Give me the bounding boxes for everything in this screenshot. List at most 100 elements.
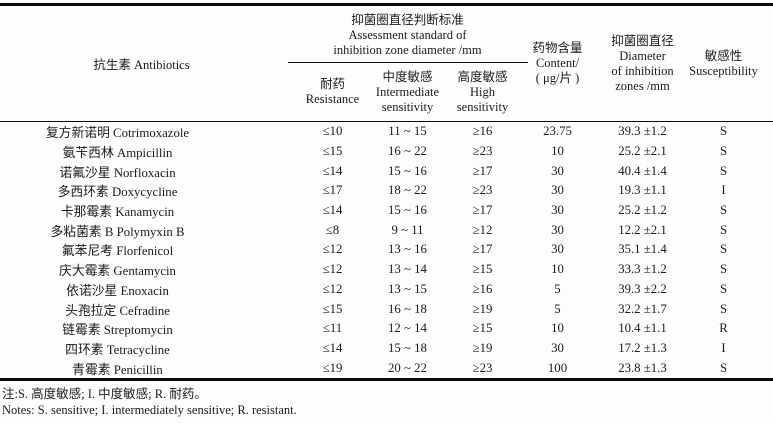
table-row: 庆大霉素 Gentamycin ≤12 13 ~ 14 ≥15 10 33.3 ±1.2 S — [0, 260, 773, 280]
header-content-en-line1: Content/ — [535, 56, 580, 70]
header-high-en-line1: High — [470, 84, 495, 99]
table-notes: 注:S. 高度敏感; I. 中度敏感; R. 耐药。 Notes: S. sen… — [2, 386, 773, 418]
cell-intermediate: 15 ~ 16 — [388, 163, 427, 178]
cell-intermediate: 15 ~ 18 — [388, 340, 427, 355]
cell-resistance: ≤14 — [322, 340, 343, 355]
cell-name: 四环素 Tetracycline — [65, 342, 170, 357]
header-content: 药物含量 Content/ ( μg/片 ) — [520, 6, 595, 121]
cell-susceptibility: S — [719, 301, 728, 316]
cell-diameter: 25.2 ±1.2 — [618, 203, 667, 218]
cell-resistance: ≤10 — [322, 124, 343, 139]
group-title-en-line1: Assessment standard of — [348, 28, 467, 42]
cell-diameter: 12.2 ±2.1 — [618, 222, 667, 237]
cell-intermediate: 15 ~ 16 — [388, 203, 427, 218]
header-content-cn: 药物含量 — [532, 41, 583, 55]
cell-content: 10 — [551, 144, 564, 159]
cell-content: 10 — [551, 321, 564, 336]
header-inhibition-zone-diameter: 抑菌圈直径 Diameter of inhibition zones /mm — [595, 6, 690, 121]
header-intermediate-en-line1: Intermediate — [375, 84, 440, 99]
cell-intermediate: 13 ~ 16 — [388, 242, 427, 257]
cell-susceptibility: S — [719, 163, 728, 178]
table-header: 抗生素 Antibiotics 抑菌圈直径判断标准 Assessment sta… — [0, 6, 773, 122]
header-resistance: 耐药 Resistance — [295, 63, 370, 121]
group-title: 抑菌圈直径判断标准 Assessment standard of inhibit… — [295, 6, 520, 58]
cell-high: ≥15 — [472, 262, 493, 277]
table-row: 四环素 Tetracycline ≤14 15 ~ 18 ≥19 30 17.2 ±1.3… — [0, 339, 773, 359]
cell-content: 30 — [551, 340, 564, 355]
cell-diameter: 25.2 ±2.1 — [618, 144, 667, 159]
cell-content: 30 — [551, 183, 564, 198]
table-body: 复方新诺明 Cotrimoxazole ≤10 11 ~ 15 ≥16 23.75 39.… — [0, 122, 773, 381]
table-row: 诺氟沙星 Norfloxacin ≤14 15 ~ 16 ≥17 30 40.4 ±1.4… — [0, 161, 773, 181]
cell-name: 青霉素 Penicillin — [72, 362, 163, 377]
cell-diameter: 33.3 ±1.2 — [618, 262, 667, 277]
header-intermediate-cn: 中度敏感 — [382, 69, 433, 84]
cell-resistance: ≤12 — [322, 242, 343, 257]
header-susceptibility-cn: 敏感性 — [704, 48, 743, 63]
cell-high: ≥17 — [472, 242, 493, 257]
cell-susceptibility: S — [719, 242, 728, 257]
cell-resistance: ≤14 — [322, 203, 343, 218]
cell-susceptibility: S — [719, 281, 728, 296]
cell-high: ≥15 — [472, 321, 493, 336]
cell-content: 100 — [547, 360, 568, 375]
cell-resistance: ≤12 — [322, 281, 343, 296]
header-diameter-en-line2: of inhibition — [611, 63, 674, 78]
cell-content: 5 — [554, 301, 561, 316]
cell-intermediate: 20 ~ 22 — [388, 360, 427, 375]
cell-diameter: 39.3 ±2.2 — [618, 281, 667, 296]
antibiotic-susceptibility-table: 抗生素 Antibiotics 抑菌圈直径判断标准 Assessment sta… — [0, 3, 773, 381]
cell-high: ≥19 — [472, 301, 493, 316]
cell-intermediate: 9 ~ 11 — [391, 222, 424, 237]
header-resistance-en: Resistance — [305, 92, 360, 106]
cell-susceptibility: S — [719, 360, 728, 375]
cell-resistance: ≤12 — [322, 262, 343, 277]
cell-high: ≥16 — [472, 281, 493, 296]
cell-intermediate: 11 ~ 15 — [388, 124, 427, 139]
cell-resistance: ≤8 — [325, 222, 340, 237]
cell-susceptibility: S — [719, 144, 728, 159]
table-row: 氟苯尼考 Florfenicol ≤12 13 ~ 16 ≥17 30 35.1 ±1.4… — [0, 240, 773, 260]
cell-resistance: ≤17 — [322, 183, 343, 198]
cell-content: 30 — [551, 203, 564, 218]
cell-susceptibility: I — [721, 183, 726, 198]
cell-high: ≥19 — [472, 340, 493, 355]
cell-name: 氟苯尼考 Florfenicol — [61, 244, 174, 259]
cell-resistance: ≤19 — [322, 360, 343, 375]
cell-susceptibility: S — [719, 222, 728, 237]
header-high-en-line2: sensitivity — [456, 99, 509, 114]
cell-diameter: 39.3 ±1.2 — [618, 124, 667, 139]
header-susceptibility: 敏感性 Susceptibility — [689, 6, 773, 121]
cell-name: 头孢拉定 Cefradine — [65, 303, 170, 318]
cell-content: 30 — [551, 163, 564, 178]
cell-high: ≥23 — [472, 360, 493, 375]
cell-content: 30 — [551, 222, 564, 237]
cell-high: ≥23 — [472, 183, 493, 198]
cell-susceptibility: I — [721, 340, 726, 355]
table-row: 复方新诺明 Cotrimoxazole ≤10 11 ~ 15 ≥16 23.75 39.… — [0, 122, 773, 142]
header-high-sensitivity: 高度敏感 High sensitivity — [445, 63, 520, 121]
notes-en: Notes: S. sensitive; I. intermediately s… — [2, 402, 297, 417]
cell-intermediate: 16 ~ 18 — [388, 301, 427, 316]
cell-susceptibility: S — [719, 124, 728, 139]
cell-intermediate: 16 ~ 22 — [388, 144, 427, 159]
header-susceptibility-en: Susceptibility — [689, 63, 758, 78]
group-title-en-line2: inhibition zone diameter /mm — [333, 43, 482, 57]
header-diameter-cn: 抑菌圈直径 — [611, 33, 674, 48]
header-resistance-cn: 耐药 — [319, 77, 345, 91]
cell-name: 庆大霉素 Gentamycin — [59, 264, 176, 279]
cell-diameter: 17.2 ±1.3 — [618, 340, 667, 355]
table-row: 链霉素 Streptomycin ≤11 12 ~ 14 ≥15 10 10.4 ±1.1… — [0, 319, 773, 339]
cell-susceptibility: S — [719, 262, 728, 277]
table-row: 头孢拉定 Cefradine ≤15 16 ~ 18 ≥19 5 32.2 ±1.7 S — [0, 299, 773, 319]
cell-diameter: 10.4 ±1.1 — [618, 321, 667, 336]
header-intermediate-en-line2: sensitivity — [381, 99, 434, 114]
cell-name: 链霉素 Streptomycin — [62, 323, 173, 338]
header-assessment-standard-group: 抑菌圈直径判断标准 Assessment standard of inhibit… — [288, 6, 528, 121]
cell-name: 复方新诺明 Cotrimoxazole — [45, 126, 190, 141]
cell-high: ≥17 — [472, 203, 493, 218]
cell-content: 23.75 — [543, 124, 572, 139]
cell-intermediate: 18 ~ 22 — [388, 183, 427, 198]
header-diameter-en-line1: Diameter — [619, 48, 666, 63]
cell-resistance: ≤15 — [322, 301, 343, 316]
